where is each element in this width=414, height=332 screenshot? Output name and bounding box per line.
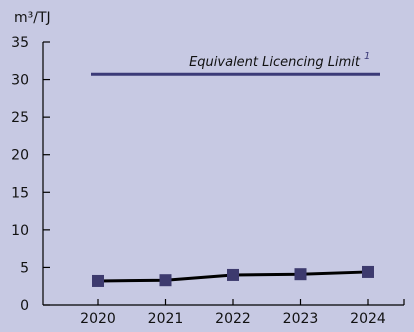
y-tick-label: 10 (11, 223, 29, 239)
y-tick-label: 0 (20, 298, 29, 314)
licencing-limit-footnote-marker: 1 (364, 51, 370, 62)
x-tick-label: 2020 (80, 311, 116, 327)
data-point-marker (294, 268, 307, 281)
data-point-marker (159, 274, 172, 287)
y-axis-ticks: 0 5 10 15 20 25 30 35 (11, 35, 50, 314)
y-tick-label: 30 (11, 73, 29, 89)
y-tick-label: 35 (11, 35, 29, 51)
x-tick-label: 2022 (215, 311, 251, 327)
x-axis-ticks: 2020 2021 2022 2023 2024 (80, 299, 405, 327)
y-axis-unit-label: m³/TJ (14, 10, 51, 26)
x-tick-label: 2021 (148, 311, 184, 327)
data-point-marker (227, 268, 239, 281)
y-tick-label: 25 (11, 110, 29, 126)
y-tick-label: 20 (11, 148, 29, 164)
data-point-marker (92, 274, 104, 287)
x-tick-label: 2023 (283, 311, 319, 327)
data-point-marker (362, 265, 374, 278)
licencing-limit-label: Equivalent Licencing Limit (189, 55, 361, 70)
x-tick-label: 2024 (350, 311, 386, 327)
y-tick-label: 5 (20, 260, 29, 276)
series-markers (92, 265, 374, 287)
y-tick-label: 15 (11, 185, 29, 201)
